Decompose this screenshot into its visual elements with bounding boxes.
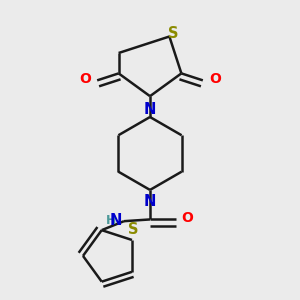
Text: N: N [144,102,156,117]
Text: H: H [106,214,116,227]
Text: S: S [128,221,139,236]
Text: N: N [110,213,122,228]
Text: N: N [144,194,156,209]
Text: O: O [79,72,91,86]
Text: O: O [209,72,221,86]
Text: O: O [181,211,193,225]
Text: S: S [168,26,179,40]
